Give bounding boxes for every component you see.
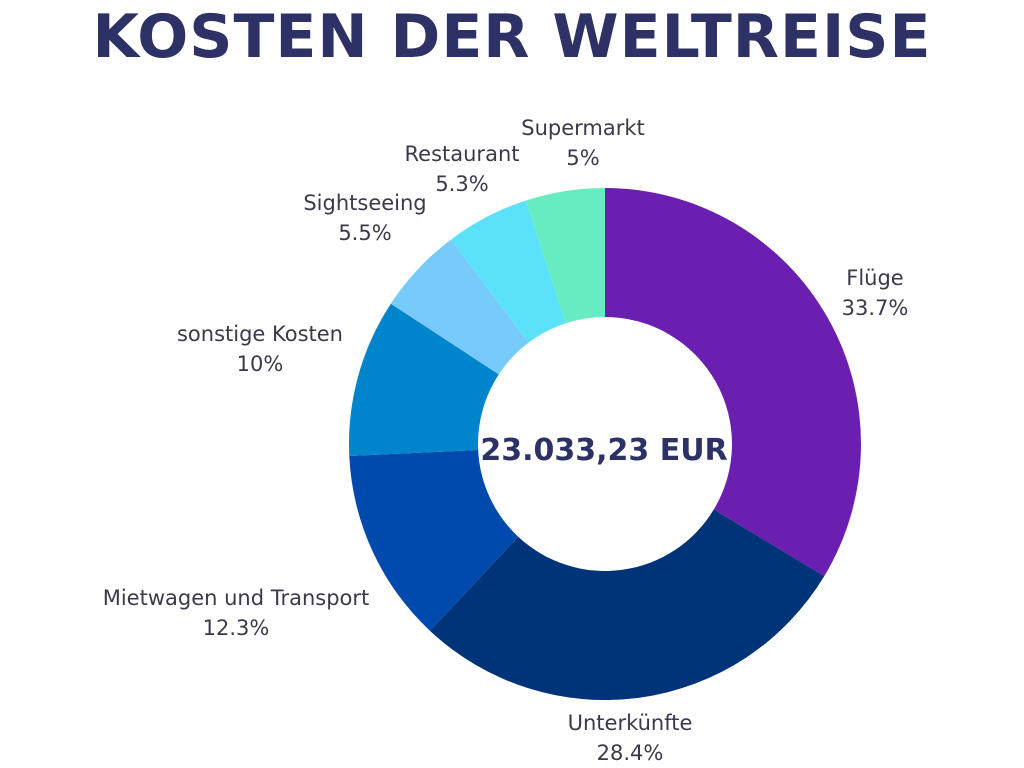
slice-sightseeing — [390, 239, 529, 375]
slice-unterk-nfte — [430, 509, 825, 700]
slice-name-label: Restaurant — [405, 142, 520, 166]
slice-percent-label: 5.3% — [435, 172, 488, 196]
slice-percent-label: 28.4% — [597, 741, 664, 765]
slice-name-label: Flüge — [846, 266, 903, 290]
slice-name-label: sonstige Kosten — [177, 322, 343, 346]
slices-layer — [348, 188, 861, 700]
slice-fl-ge — [605, 188, 861, 577]
slice-percent-label: 12.3% — [203, 616, 270, 640]
slice-percent-label: 5.5% — [338, 221, 391, 245]
chart-title: KOSTEN DER WELTREISE — [92, 2, 932, 72]
slice-sonstige-kosten — [348, 303, 499, 457]
labels-layer: Flüge 33.7% Unterkünfte 28.4% Mietwagen und … — [103, 116, 909, 765]
slice-name-label: Mietwagen und Transport — [103, 586, 370, 610]
slice-restaurant — [450, 200, 566, 343]
slice-mietwagen-und-transport — [349, 449, 519, 631]
slice-name-label: Sightseeing — [303, 191, 426, 215]
center-total-label: 23.033,23 EUR — [480, 433, 727, 468]
slice-name-label: Supermarkt — [521, 116, 645, 140]
slice-percent-label: 33.7% — [842, 296, 909, 320]
slice-percent-label: 5% — [566, 146, 599, 170]
slice-name-label: Unterkünfte — [568, 711, 693, 735]
slice-percent-label: 10% — [237, 352, 284, 376]
slice-supermarkt — [526, 188, 605, 324]
